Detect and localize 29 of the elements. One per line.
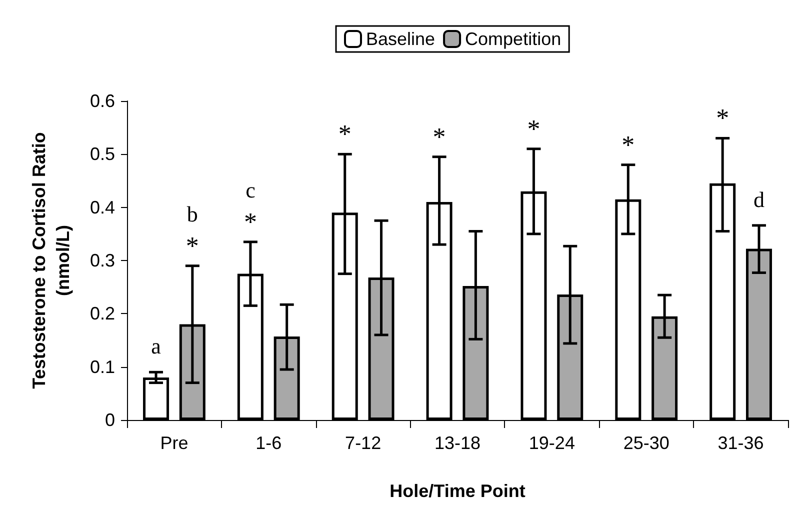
x-tick-label: 7-12 — [345, 433, 382, 453]
x-tick-label: Pre — [160, 433, 188, 453]
y-tick-label: 0.2 — [90, 304, 115, 324]
x-axis-title: Hole/Time Point — [390, 481, 526, 501]
y-tick-label: 0.3 — [90, 250, 115, 270]
y-tick-label: 0.4 — [90, 197, 115, 218]
x-tick-label: 19-24 — [528, 433, 575, 453]
annotation: b — [186, 201, 198, 226]
annotation: c — [246, 177, 256, 202]
annotation: * — [716, 104, 730, 133]
annotation: * — [186, 231, 199, 260]
annotation: * — [622, 130, 635, 160]
legend-label: Competition — [465, 29, 562, 49]
annotation: * — [432, 122, 446, 152]
y-tick-label: 0.5 — [90, 144, 115, 164]
annotation: a — [151, 334, 162, 359]
x-tick-label: 13-18 — [434, 433, 481, 453]
x-tick-label: 25-30 — [623, 433, 670, 453]
y-tick-label: 0.6 — [90, 91, 115, 111]
y-tick-label: 0.1 — [90, 356, 115, 377]
legend-label: Baseline — [366, 29, 436, 49]
annotation: * — [244, 207, 257, 236]
y-tick-label: 0 — [104, 410, 115, 430]
annotation: * — [527, 114, 540, 144]
x-tick-label: 1-6 — [256, 433, 282, 453]
annotation: * — [338, 120, 352, 149]
y-axis-title: Testosterone to Cortisol Ratio (nmol/L) — [29, 132, 73, 389]
annotation: d — [753, 186, 764, 212]
x-tick-label: 31-36 — [718, 433, 764, 453]
